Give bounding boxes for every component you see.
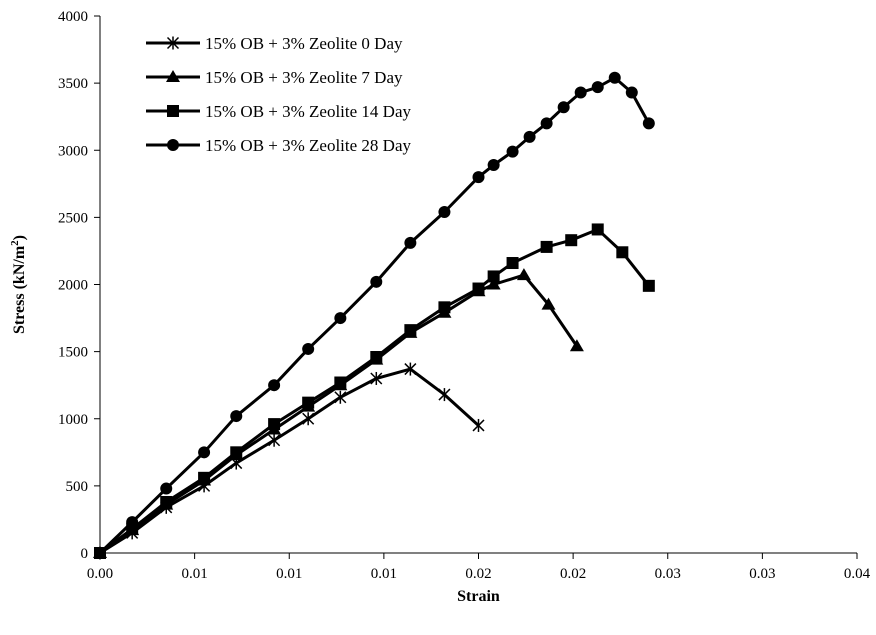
data-point bbox=[506, 257, 519, 270]
data-point bbox=[438, 301, 451, 314]
series-line bbox=[99, 273, 579, 555]
data-point bbox=[523, 130, 536, 143]
data-point bbox=[438, 388, 451, 402]
y-axis-title-close: ) bbox=[11, 235, 28, 240]
data-point bbox=[472, 418, 485, 432]
data-point bbox=[268, 379, 281, 392]
data-point bbox=[334, 390, 347, 404]
data-point bbox=[487, 159, 500, 172]
data-point bbox=[302, 342, 315, 355]
data-point bbox=[540, 240, 553, 253]
data-point bbox=[516, 268, 531, 281]
legend-label: 15% OB + 3% Zeolite 7 Day bbox=[205, 68, 403, 87]
data-point bbox=[404, 324, 417, 337]
series-2 bbox=[94, 223, 655, 559]
data-point bbox=[591, 223, 604, 236]
data-point bbox=[608, 71, 621, 84]
y-tick-label: 1000 bbox=[58, 412, 88, 428]
data-point bbox=[302, 396, 315, 409]
data-point bbox=[334, 376, 347, 389]
data-point bbox=[438, 206, 451, 219]
legend-entry: 15% OB + 3% Zeolite 7 Day bbox=[146, 68, 403, 87]
data-point bbox=[642, 117, 655, 130]
data-point bbox=[198, 471, 211, 484]
data-point bbox=[487, 270, 500, 283]
data-point bbox=[540, 117, 553, 130]
data-point bbox=[557, 101, 570, 114]
legend: 15% OB + 3% Zeolite 0 Day 15% OB + 3% Zeo… bbox=[146, 34, 411, 155]
data-point bbox=[574, 86, 587, 99]
data-point bbox=[486, 277, 501, 290]
x-axis-title: Strain bbox=[457, 588, 500, 605]
data-point bbox=[126, 516, 139, 529]
x-tick-label: 0.02 bbox=[560, 566, 586, 582]
legend-marker bbox=[167, 105, 179, 117]
data-point bbox=[230, 410, 243, 423]
data-point bbox=[268, 433, 281, 447]
data-point bbox=[642, 279, 655, 292]
legend-label: 15% OB + 3% Zeolite 0 Day bbox=[205, 34, 403, 53]
data-point bbox=[230, 446, 243, 459]
y-tick-label: 3500 bbox=[58, 76, 88, 92]
data-point bbox=[160, 495, 173, 508]
data-point bbox=[616, 246, 629, 259]
data-point bbox=[472, 171, 485, 184]
legend-marker bbox=[167, 139, 179, 151]
x-tick-label: 0.01 bbox=[182, 566, 208, 582]
data-point bbox=[404, 236, 417, 249]
legend-label: 15% OB + 3% Zeolite 28 Day bbox=[205, 136, 411, 155]
y-axis-title-superscript: 2 bbox=[9, 240, 21, 246]
data-point bbox=[625, 86, 638, 99]
data-point bbox=[370, 371, 383, 385]
data-point bbox=[302, 412, 315, 426]
y-tick-label: 2500 bbox=[58, 210, 88, 226]
x-tick-label: 0.03 bbox=[655, 566, 681, 582]
y-tick-label: 500 bbox=[66, 479, 89, 495]
data-point bbox=[506, 145, 519, 158]
data-point bbox=[565, 234, 578, 247]
series-3 bbox=[94, 71, 655, 559]
data-point bbox=[334, 312, 347, 325]
y-tick-label: 4000 bbox=[58, 9, 88, 25]
data-point bbox=[268, 418, 281, 431]
series-layer bbox=[93, 71, 655, 560]
y-tick-label: 1500 bbox=[58, 345, 88, 361]
x-tick-label: 0.00 bbox=[87, 566, 113, 582]
x-tick-label: 0.04 bbox=[844, 566, 871, 582]
axes: 0.00 0.01 0.01 0.01 0.02 0.02 0.03 0.03 0.04 0 500… bbox=[58, 9, 871, 582]
x-tick-label: 0.02 bbox=[465, 566, 491, 582]
y-axis-title: Stress (kN/m2) bbox=[9, 235, 28, 334]
series-1 bbox=[93, 268, 584, 558]
data-point bbox=[541, 297, 556, 310]
x-tick-label: 0.01 bbox=[276, 566, 302, 582]
legend-entry: 15% OB + 3% Zeolite 14 Day bbox=[146, 102, 411, 121]
series-line bbox=[98, 76, 651, 555]
series-0 bbox=[93, 362, 485, 560]
y-tick-label: 2000 bbox=[58, 278, 88, 294]
data-point bbox=[198, 446, 211, 459]
x-tick-label: 0.03 bbox=[749, 566, 775, 582]
y-axis-title-main: Stress (kN/m bbox=[11, 245, 28, 334]
legend-entry: 15% OB + 3% Zeolite 0 Day bbox=[146, 34, 403, 53]
legend-label: 15% OB + 3% Zeolite 14 Day bbox=[205, 102, 411, 121]
data-point bbox=[94, 547, 106, 559]
data-point bbox=[404, 362, 417, 376]
legend-marker bbox=[166, 36, 180, 50]
data-point bbox=[370, 350, 383, 363]
data-point bbox=[591, 81, 604, 94]
y-tick-label: 0 bbox=[81, 546, 89, 562]
data-point bbox=[472, 282, 485, 295]
data-point bbox=[160, 482, 173, 495]
x-tick-label: 0.01 bbox=[371, 566, 397, 582]
y-tick-label: 3000 bbox=[58, 143, 88, 159]
series-line bbox=[99, 367, 480, 555]
data-point bbox=[569, 339, 584, 352]
legend-entry: 15% OB + 3% Zeolite 28 Day bbox=[146, 136, 411, 155]
data-point bbox=[370, 275, 383, 288]
legend-marker bbox=[166, 70, 180, 82]
